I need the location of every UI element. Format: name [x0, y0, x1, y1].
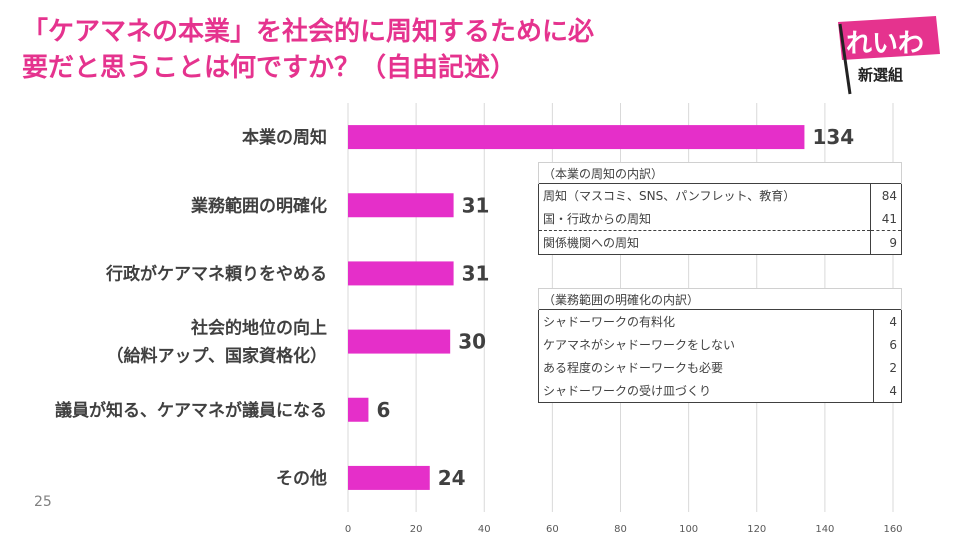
logo-flag [838, 16, 940, 60]
slide-title-line-1: 「ケアマネの本業」を社会的に周知するために必 [22, 17, 595, 47]
x-tick-label: 0 [345, 524, 351, 535]
x-tick-label: 160 [883, 524, 902, 535]
logo-sub-text: 新選組 [858, 66, 903, 84]
page-number: 25 [34, 494, 52, 510]
chart-bars [348, 125, 805, 490]
row-label: シャドーワークの受け皿づくり [537, 379, 875, 403]
table-row: シャドーワークの有料化 4 [537, 309, 902, 333]
row-label: 周知（マスコミ、SNS、パンフレット、教育） [537, 183, 872, 207]
bar [348, 465, 430, 490]
logo-main-text: れいわ [846, 29, 924, 59]
category-label: （給料アップ、国家資格化） [107, 346, 328, 367]
logo-pole [838, 23, 852, 95]
row-value: 4 [873, 379, 902, 403]
row-value: 9 [870, 230, 902, 255]
category-label: その他 [276, 468, 327, 489]
category-label: 業務範囲の明確化 [191, 195, 327, 216]
bar [348, 261, 454, 286]
category-label: 行政がケアマネ頼りをやめる [105, 263, 327, 284]
category-label: 議員が知る、ケアマネが議員になる [55, 400, 327, 421]
row-value: 6 [873, 333, 902, 356]
row-value: 41 [870, 207, 902, 231]
x-tick-label: 120 [747, 524, 766, 535]
reiwa-logo-graphic: れいわ 新選組 [838, 16, 940, 95]
table-row: 周知（マスコミ、SNS、パンフレット、教育） 84 [537, 183, 902, 207]
value-label: 30 [458, 330, 486, 354]
row-value: 84 [870, 183, 902, 207]
x-tick-label: 20 [410, 524, 423, 535]
bar [348, 193, 454, 218]
x-tick-label: 140 [815, 524, 834, 535]
value-label: 6 [376, 398, 390, 422]
row-label: シャドーワークの有料化 [537, 309, 875, 333]
bar [348, 125, 805, 150]
breakdown-table-scope: （業務範囲の明確化の内訳） シャドーワークの有料化 4 ケアマネがシャドーワーク… [537, 288, 902, 403]
row-label: ある程度のシャドーワークも必要 [537, 356, 875, 379]
x-tick-label: 60 [546, 524, 559, 535]
breakdown-table-awareness: （本業の周知の内訳） 周知（マスコミ、SNS、パンフレット、教育） 84 国・行… [537, 162, 902, 255]
table-caption: （本業の周知の内訳） [538, 162, 902, 184]
row-label: 関係機関への周知 [537, 230, 872, 255]
category-label: 本業の周知 [242, 127, 327, 148]
slide-title: 「ケアマネの本業」を社会的に周知するために必 要だと思うことは何ですか？（自由記… [22, 14, 782, 86]
row-label: ケアマネがシャドーワークをしない [537, 333, 875, 356]
x-tick-label: 80 [614, 524, 627, 535]
value-label: 31 [462, 261, 490, 285]
row-value: 2 [873, 356, 902, 379]
chart-value-labels: 134 31 31 30 6 24 [376, 125, 854, 490]
slide-title-line-2: 要だと思うことは何ですか？（自由記述） [22, 53, 517, 83]
bar [348, 397, 369, 422]
table-row: シャドーワークの受け皿づくり 4 [537, 379, 902, 403]
table-row: 関係機関への周知 9 [537, 230, 902, 255]
row-value: 4 [873, 309, 902, 333]
value-label: 24 [438, 466, 466, 490]
value-label: 31 [462, 193, 490, 217]
table-row: 国・行政からの周知 41 [537, 207, 902, 231]
reiwa-logo: れいわ 新選組 [832, 14, 942, 96]
table-caption: （業務範囲の明確化の内訳） [538, 288, 902, 310]
table-row: ケアマネがシャドーワークをしない 6 [537, 333, 902, 356]
category-label: 社会的地位の向上 [190, 318, 327, 339]
x-tick-label: 40 [478, 524, 491, 535]
chart-x-tick-labels: 0 20 40 60 80 100 120 140 160 [345, 524, 903, 535]
row-label: 国・行政からの周知 [537, 207, 872, 231]
bar [348, 329, 451, 354]
x-tick-label: 100 [679, 524, 698, 535]
table-row: ある程度のシャドーワークも必要 2 [537, 356, 902, 379]
value-label: 134 [812, 125, 854, 149]
